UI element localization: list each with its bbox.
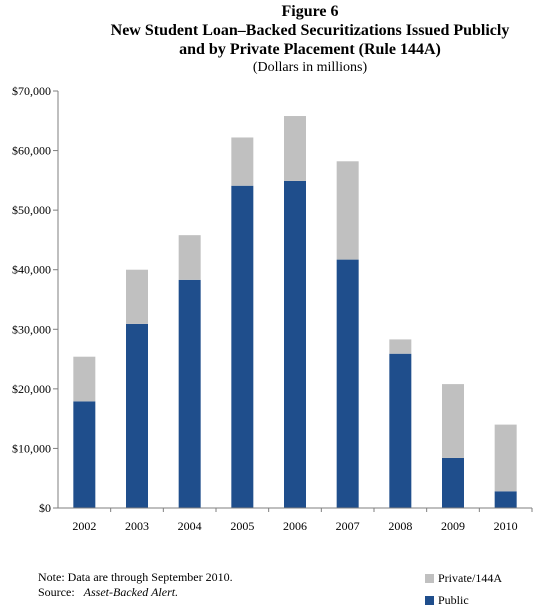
y-tick-label: $0	[39, 501, 51, 515]
y-tick-label: $50,000	[12, 203, 51, 217]
x-tick-label: 2010	[494, 519, 518, 533]
bar-private-144a-2007	[336, 161, 359, 260]
x-tick-label: 2003	[125, 519, 149, 533]
chart-subtitle: (Dollars in millions)	[252, 60, 368, 75]
bar-private-144a-2009	[442, 384, 464, 458]
bar-public-2007	[336, 259, 359, 508]
tick-labels-group: 2002 2003 2004 2005 2006 2007 2008 2009 2010 $0 $1…	[12, 84, 518, 533]
y-tick-label: $60,000	[12, 144, 51, 158]
y-tick-label: $40,000	[12, 263, 51, 277]
bar-public-2004	[178, 279, 201, 508]
y-tick-label: $10,000	[12, 441, 51, 455]
source-label: Source:	[38, 585, 75, 599]
x-tick-label: 2009	[441, 519, 465, 533]
bar-public-2006	[284, 180, 306, 508]
source-name: Asset-Backed Alert.	[83, 585, 179, 599]
bar-private-144a-2008	[389, 339, 412, 354]
legend-swatch-private	[425, 573, 434, 583]
note-text: Note: Data are through September 2010.	[38, 570, 233, 584]
bar-private-144a-2005	[231, 137, 254, 186]
bar-private-144a-2006	[284, 116, 306, 181]
bar-public-2003	[126, 323, 148, 508]
x-tick-label: 2002	[72, 519, 96, 533]
bars-group	[73, 116, 517, 508]
chart-title-line1: New Student Loan–Backed Securitizations …	[110, 22, 510, 39]
legend: Private/144A Public	[425, 567, 502, 611]
y-tick-label: $20,000	[12, 382, 51, 396]
chart-title-line2: and by Private Placement (Rule 144A)	[179, 41, 441, 58]
bar-private-144a-2003	[126, 269, 148, 324]
x-tick-label: 2005	[230, 519, 254, 533]
legend-item-public: Public	[425, 589, 502, 611]
y-tick-label: $30,000	[12, 322, 51, 336]
chart-note: Note: Data are through September 2010. S…	[38, 570, 233, 600]
bar-public-2009	[442, 457, 464, 508]
x-tick-label: 2004	[178, 519, 202, 533]
x-tick-label: 2007	[336, 519, 360, 533]
legend-item-private: Private/144A	[425, 567, 502, 589]
bar-public-2005	[231, 185, 254, 508]
figure-label: Figure 6	[281, 3, 339, 20]
y-tick-label: $70,000	[12, 84, 51, 98]
x-tick-label: 2006	[283, 519, 307, 533]
bar-private-144a-2010	[494, 424, 517, 492]
legend-label-public: Public	[438, 592, 469, 607]
legend-label-private: Private/144A	[438, 570, 502, 585]
legend-swatch-public	[425, 595, 434, 605]
bar-public-2008	[389, 353, 412, 508]
axes-group	[53, 90, 533, 512]
x-tick-label: 2008	[388, 519, 412, 533]
bar-private-144a-2004	[178, 235, 201, 280]
bar-public-2010	[494, 491, 517, 508]
source-line: Source: Asset-Backed Alert.	[38, 585, 233, 600]
bar-public-2002	[73, 401, 96, 508]
title-block: Figure 6 New Student Loan–Backed Securit…	[100, 2, 520, 76]
bar-private-144a-2002	[73, 356, 96, 402]
